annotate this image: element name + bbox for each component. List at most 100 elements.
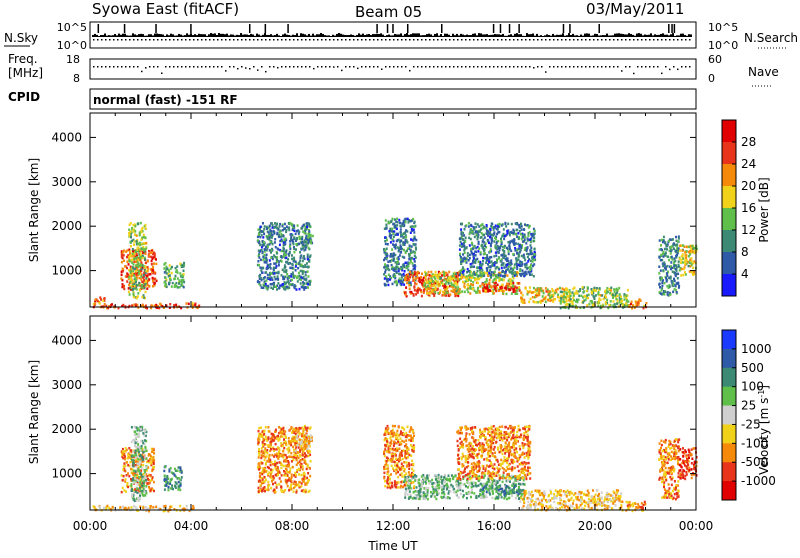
heatmap-cell bbox=[398, 256, 400, 259]
nsky-bar bbox=[402, 36, 404, 37]
heatmap-cell bbox=[274, 272, 276, 275]
heatmap-cell bbox=[477, 287, 479, 290]
heatmap-cell bbox=[413, 258, 415, 261]
heatmap-cell bbox=[670, 277, 672, 280]
nsky-bar bbox=[540, 35, 542, 37]
heatmap-cell bbox=[163, 470, 165, 473]
heatmap-cell bbox=[481, 265, 483, 268]
colorbar-swatch bbox=[722, 120, 736, 143]
heatmap-cell bbox=[120, 277, 122, 280]
freq-dot bbox=[505, 66, 507, 68]
colorbar-swatch bbox=[722, 274, 736, 297]
nsky-bar bbox=[370, 35, 372, 37]
nsky-spike bbox=[668, 24, 670, 33]
heatmap-cell bbox=[266, 279, 268, 282]
nsky-bar bbox=[386, 35, 388, 37]
heatmap-cell bbox=[670, 261, 672, 264]
nsky-bar bbox=[332, 35, 334, 37]
heatmap-cell bbox=[138, 282, 140, 285]
heatmap-cell bbox=[560, 291, 562, 294]
heatmap-cell bbox=[169, 506, 171, 509]
heatmap-cell bbox=[292, 276, 294, 279]
nsky-bar bbox=[656, 35, 658, 37]
heatmap-cell bbox=[430, 275, 432, 278]
heatmap-cell bbox=[512, 229, 514, 232]
nsearch-dot bbox=[645, 39, 647, 41]
heatmap-cell bbox=[95, 298, 97, 301]
nsearch-dot bbox=[109, 39, 111, 41]
heatmap-cell bbox=[664, 248, 666, 251]
heatmap-cell bbox=[402, 256, 404, 259]
nsearch-dot bbox=[557, 39, 559, 41]
heatmap-cell bbox=[506, 230, 508, 233]
heatmap-cell bbox=[404, 270, 406, 273]
heatmap-cell bbox=[135, 490, 137, 493]
heatmap-cell bbox=[386, 255, 388, 258]
freq-dot bbox=[321, 66, 323, 68]
heatmap-cell bbox=[531, 291, 533, 294]
heatmap-cell bbox=[269, 225, 271, 228]
heatmap-cell bbox=[545, 287, 547, 290]
heatmap-cell bbox=[266, 228, 268, 231]
nsky-bar bbox=[282, 34, 284, 37]
heatmap-cell bbox=[169, 480, 171, 483]
velocity-data bbox=[93, 425, 698, 513]
heatmap-cell bbox=[453, 284, 455, 287]
nsearch-dot bbox=[561, 39, 563, 41]
heatmap-cell bbox=[490, 286, 492, 289]
heatmap-cell bbox=[131, 304, 133, 307]
heatmap-cell bbox=[136, 265, 138, 268]
colorbar-tick-label: 24 bbox=[741, 157, 756, 171]
heatmap-cell bbox=[668, 240, 670, 243]
heatmap-cell bbox=[400, 244, 402, 247]
nsky-bar bbox=[94, 34, 96, 37]
heatmap-cell bbox=[468, 225, 470, 228]
heatmap-cell bbox=[596, 287, 598, 290]
heatmap-cell bbox=[145, 492, 147, 495]
heatmap-cell bbox=[694, 247, 696, 250]
heatmap-cell bbox=[549, 290, 551, 293]
heatmap-cell bbox=[276, 288, 278, 291]
heatmap-cell bbox=[566, 300, 568, 303]
nsky-spike bbox=[265, 24, 267, 33]
heatmap-cell bbox=[455, 273, 457, 276]
heatmap-cell bbox=[574, 292, 576, 295]
heatmap-cell bbox=[513, 288, 515, 291]
heatmap-cell bbox=[465, 237, 467, 240]
nsky-bar bbox=[390, 35, 392, 37]
nsky-bar bbox=[108, 35, 110, 37]
heatmap-cell bbox=[151, 461, 153, 464]
nsearch-dot bbox=[437, 39, 439, 41]
freq-dot bbox=[153, 66, 155, 68]
heatmap-cell bbox=[459, 274, 461, 277]
nsky-bar bbox=[502, 34, 504, 37]
nsky-bar bbox=[304, 34, 306, 37]
freq-dot bbox=[521, 66, 523, 68]
heatmap-cell bbox=[587, 286, 589, 289]
heatmap-cell bbox=[586, 304, 588, 307]
heatmap-cell bbox=[122, 251, 124, 254]
heatmap-cell bbox=[275, 246, 277, 249]
heatmap-cell bbox=[134, 268, 136, 271]
nsearch-dot bbox=[477, 39, 479, 41]
heatmap-cell bbox=[265, 256, 267, 259]
heatmap-cell bbox=[294, 275, 296, 278]
nsky-bar bbox=[432, 36, 434, 37]
heatmap-cell bbox=[405, 221, 407, 224]
heatmap-cell bbox=[295, 243, 297, 246]
heatmap-cell bbox=[128, 263, 130, 266]
heatmap-cell bbox=[420, 291, 422, 294]
heatmap-cell bbox=[171, 266, 173, 269]
nsky-bar bbox=[504, 36, 506, 37]
heatmap-cell bbox=[386, 227, 388, 230]
freq-dot bbox=[637, 66, 639, 68]
freq-dot bbox=[589, 66, 591, 68]
freq-dot bbox=[425, 66, 427, 68]
heatmap-cell bbox=[534, 232, 536, 235]
heatmap-cell bbox=[399, 222, 401, 225]
nsky-bar bbox=[340, 34, 342, 37]
nsky-bar bbox=[678, 35, 680, 37]
heatmap-cell bbox=[276, 486, 278, 489]
freq-dot bbox=[181, 66, 183, 68]
heatmap-cell bbox=[165, 277, 167, 280]
